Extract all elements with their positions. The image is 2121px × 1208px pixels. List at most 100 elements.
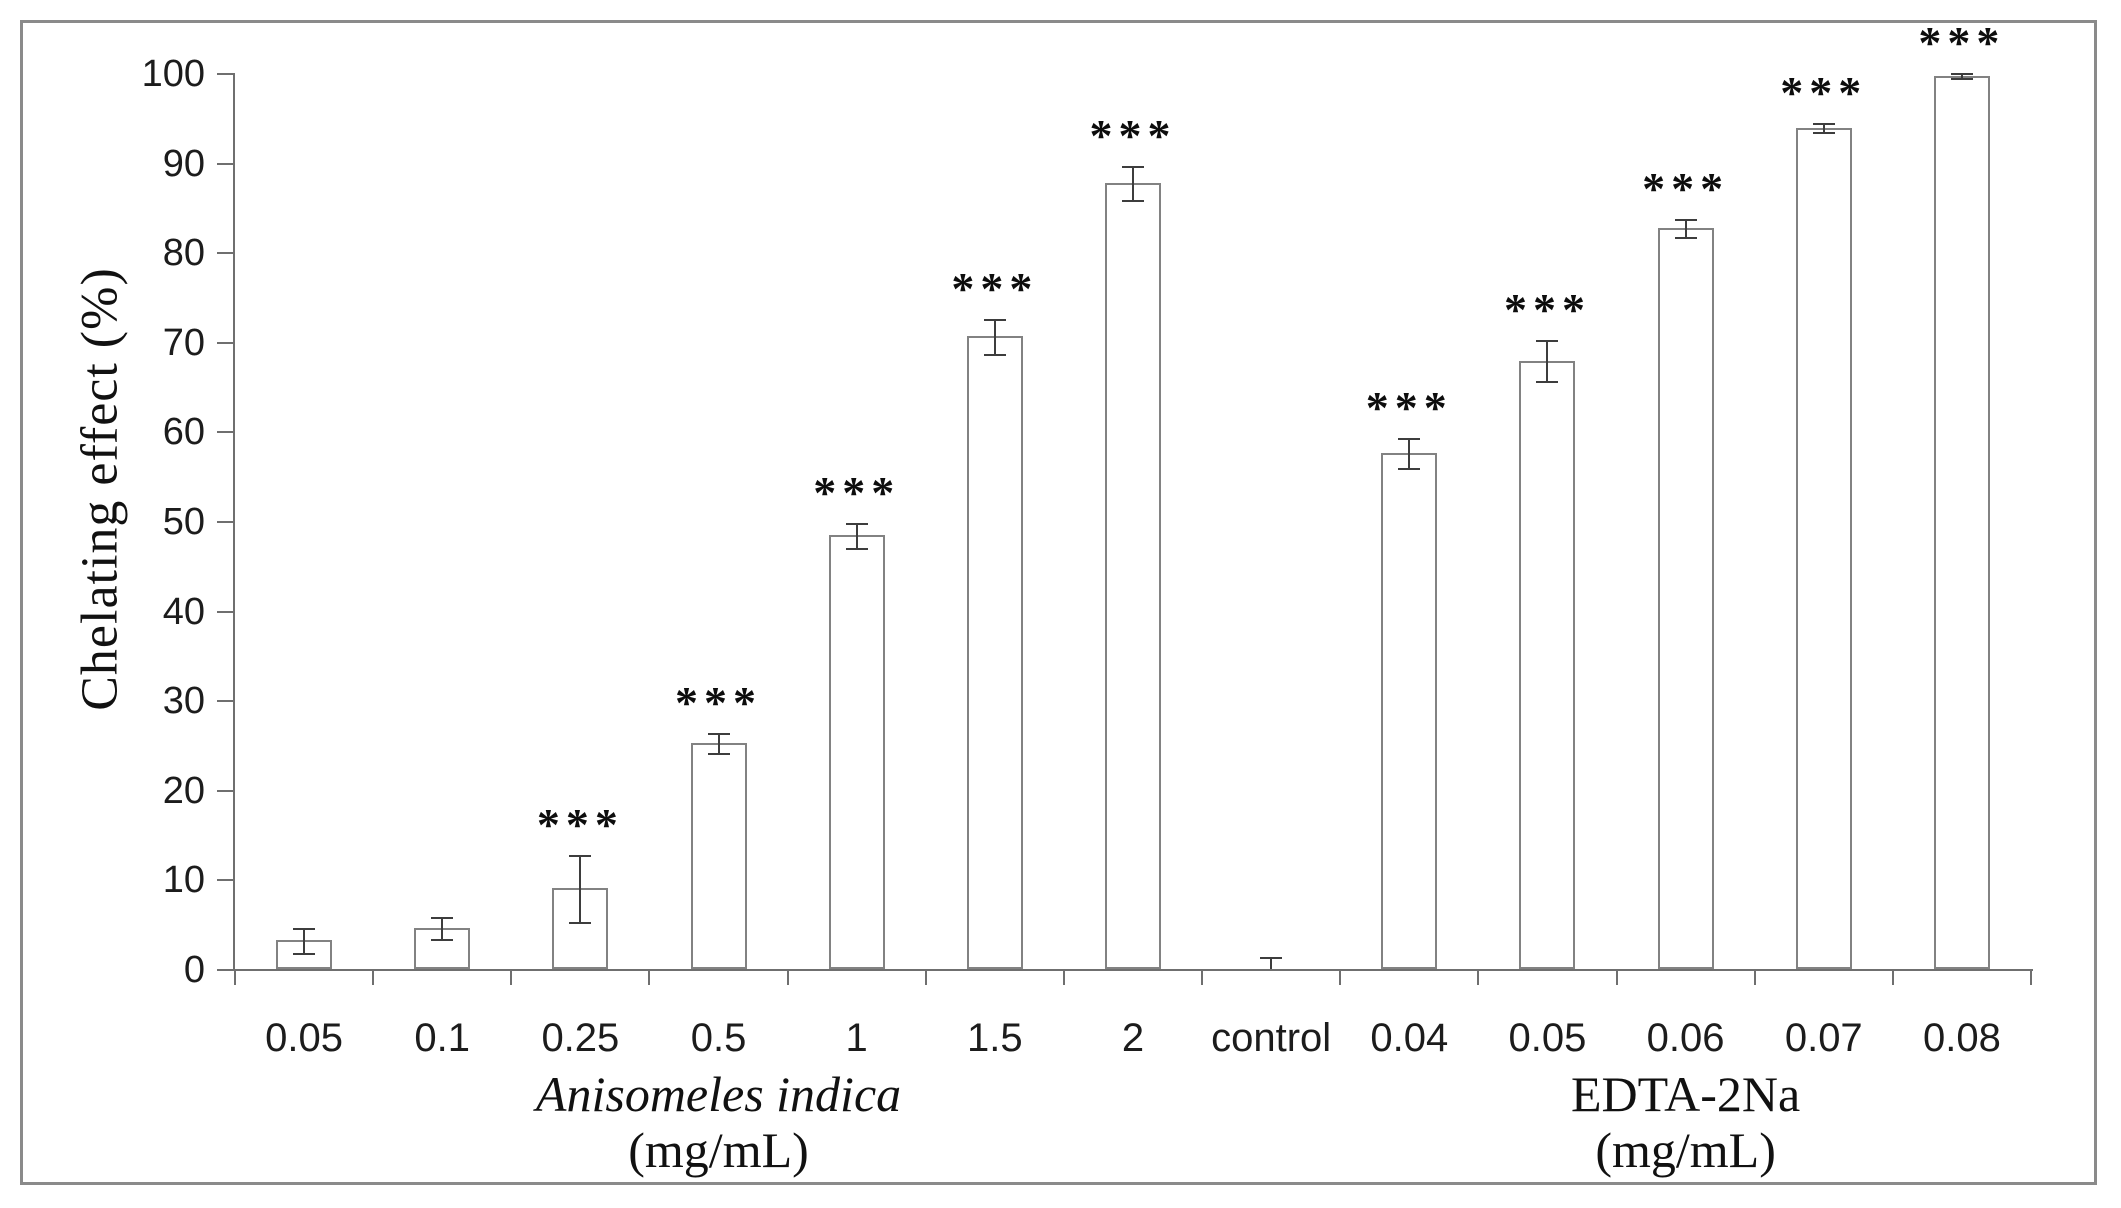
y-tick-label: 80 (162, 232, 205, 275)
significance-stars: *** (1365, 381, 1453, 433)
x-tick-label: 0.5 (690, 1016, 747, 1060)
error-bar-cap-bottom (1122, 200, 1144, 203)
significance-stars: *** (675, 677, 763, 729)
error-bar-line (303, 927, 306, 953)
error-bar-line (1546, 340, 1549, 382)
bar (1381, 452, 1438, 969)
y-tick-label: 70 (162, 321, 205, 364)
bar (828, 535, 885, 969)
significance-stars: *** (813, 466, 901, 518)
significance-stars: *** (1918, 17, 2006, 68)
x-tick-mark (1477, 971, 1480, 985)
figure-border (20, 20, 2097, 1185)
x-tick-mark (1339, 971, 1342, 985)
error-bar-line (1684, 219, 1687, 237)
group-label-unit: (mg/mL) (628, 1122, 809, 1178)
x-tick-label: 0.1 (414, 1016, 471, 1060)
y-tick-mark (217, 879, 233, 882)
error-bar-line (855, 522, 858, 548)
x-tick-mark (648, 971, 651, 985)
error-bar-cap-top (845, 522, 868, 525)
x-tick-mark (372, 971, 375, 985)
x-tick-label: 1 (845, 1016, 868, 1060)
group-label-name: EDTA-2Na (1570, 1066, 1801, 1122)
x-tick-mark (510, 971, 513, 985)
bar (966, 336, 1023, 969)
x-tick-mark (1615, 971, 1618, 985)
error-bar-cap-bottom (1536, 381, 1559, 384)
error-bar-cap-bottom (431, 938, 454, 941)
bar (1657, 228, 1714, 969)
y-tick-mark (217, 73, 233, 75)
significance-stars: *** (1089, 110, 1177, 162)
error-bar-cap-top (1536, 340, 1559, 342)
x-tick-label: control (1211, 1016, 1332, 1060)
y-tick-label: 0 (183, 949, 205, 991)
error-bar-cap-top (1122, 166, 1144, 169)
error-bar-cap-bottom (1398, 468, 1421, 471)
x-tick-mark (1201, 971, 1204, 985)
y-tick-mark (217, 162, 233, 165)
y-tick-mark (217, 969, 233, 971)
error-bar-cap-top (1674, 219, 1697, 222)
y-tick-label: 20 (162, 769, 205, 812)
y-tick-mark (217, 252, 233, 255)
error-bar-line (993, 318, 996, 355)
error-bar-cap-bottom (293, 952, 316, 955)
x-tick-mark (2030, 971, 2032, 985)
error-bar-cap-bottom (845, 547, 868, 550)
significance-stars: *** (1780, 67, 1868, 119)
bar (1105, 183, 1161, 969)
error-bar-line (1270, 957, 1273, 969)
error-bar-line (1822, 123, 1825, 133)
error-bar-cap-top (431, 917, 454, 920)
error-bar-cap-top (1812, 123, 1835, 126)
x-tick-label: 1.5 (967, 1016, 1023, 1060)
x-tick-label: 0.08 (1922, 1016, 2001, 1060)
error-bar-line (441, 917, 444, 939)
x-tick-mark (1891, 971, 1894, 985)
error-bar-cap-bottom (1674, 236, 1697, 239)
y-tick-mark (217, 341, 233, 344)
error-bar-line (1960, 73, 1963, 79)
y-axis-line (233, 73, 235, 971)
error-bar-cap-bottom (569, 921, 592, 924)
y-tick-label: 100 (141, 53, 205, 95)
error-bar-cap-top (707, 733, 730, 736)
x-tick-label: 0.06 (1646, 1016, 1725, 1060)
x-tick-mark (786, 971, 789, 985)
x-tick-label: 0.04 (1370, 1016, 1449, 1060)
y-tick-mark (217, 789, 233, 792)
significance-stars: *** (951, 262, 1039, 314)
error-bar-line (579, 855, 582, 922)
x-tick-label: 0.05 (265, 1016, 343, 1060)
error-bar-cap-top (1398, 437, 1421, 440)
bar (1519, 360, 1576, 969)
error-bar-cap-top (983, 318, 1006, 321)
significance-stars: *** (536, 799, 624, 851)
x-tick-mark (924, 971, 927, 985)
x-tick-label: 0.07 (1784, 1016, 1863, 1060)
y-tick-mark (217, 700, 233, 703)
y-tick-label: 90 (162, 142, 205, 185)
y-tick-mark (217, 610, 233, 613)
significance-stars: *** (1503, 284, 1591, 335)
x-tick-mark (234, 971, 236, 985)
error-bar-cap-bottom (707, 753, 730, 756)
error-bar-cap-top (569, 855, 592, 858)
x-tick-label: 0.05 (1508, 1016, 1587, 1060)
error-bar-cap-top (1260, 957, 1283, 960)
x-axis-line (233, 969, 2033, 971)
error-bar-cap-top (1950, 73, 1973, 75)
y-tick-label: 30 (162, 680, 205, 723)
bar (690, 743, 747, 969)
error-bar-cap-bottom (983, 354, 1006, 357)
bar (1795, 127, 1852, 969)
x-tick-mark (1062, 971, 1065, 985)
bar (1933, 75, 1990, 969)
group-label-name: Anisomeles indica (535, 1066, 902, 1122)
y-tick-label: 10 (162, 859, 205, 902)
x-tick-label: 0.25 (541, 1016, 620, 1060)
x-tick-label: 2 (1121, 1016, 1145, 1060)
